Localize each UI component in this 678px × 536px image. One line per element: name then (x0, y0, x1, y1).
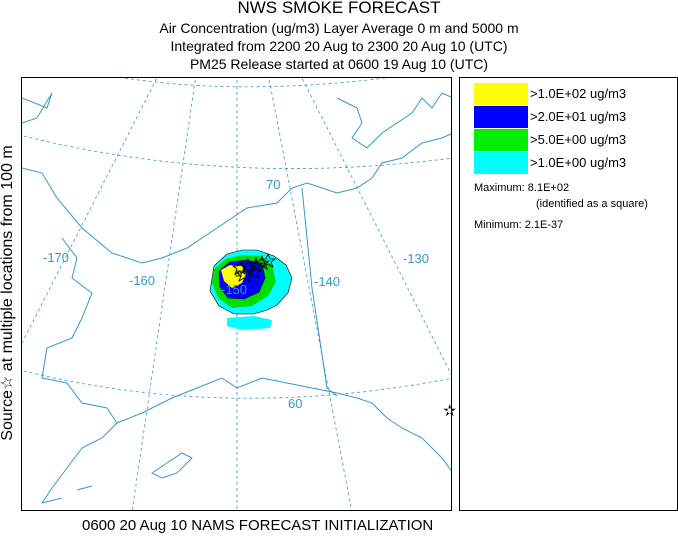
lon-label-140: -140 (314, 274, 340, 289)
star-icon (245, 263, 263, 279)
forecast-initialization-footer: 0600 20 Aug 10 NAMS FORECAST INITIALIZAT… (82, 517, 434, 534)
legend-entry: >1.0E+02 ug/m3 (474, 83, 674, 105)
legend-swatch (474, 129, 528, 151)
forecast-subtitle-concentration: Air Concentration (ug/m3) Layer Average … (159, 20, 519, 36)
maximum-square-marker (235, 270, 242, 277)
lat-label-70: 70 (266, 177, 280, 192)
legend-entry: >2.0E+01 ug/m3 (474, 106, 674, 128)
alaska-south-coast (116, 377, 451, 472)
legend-entry: >1.0E+00 ug/m3 (474, 152, 674, 174)
grid-labels: 70 60 -170 -160 -150 -140 -130 (43, 177, 429, 411)
alaska-north-coast (22, 133, 451, 264)
star-icon (239, 257, 257, 273)
legend-entry: >5.0E+00 ug/m3 (474, 129, 674, 151)
lon-label-160: -160 (129, 273, 155, 288)
alaska-west-coast (41, 237, 118, 504)
legend-maximum: Maximum: 8.1E+02 (474, 182, 570, 194)
arctic-islands-coast (336, 92, 451, 149)
latitude-line-80 (121, 78, 389, 88)
latitude-line-70 (22, 135, 451, 169)
coastlines (22, 92, 451, 504)
star-icon (259, 252, 277, 268)
longitude-line-160 (131, 78, 196, 510)
lon-label-170: -170 (43, 250, 69, 265)
legend-minimum: Minimum: 2.1E-37 (474, 219, 564, 231)
legend-label: >1.0E+00 ug/m3 (530, 155, 627, 170)
source-side-label: Source☆ at multiple locations from 100 m (0, 145, 16, 441)
legend-label: >2.0E+01 ug/m3 (530, 109, 627, 124)
chukotka-coast (22, 92, 53, 124)
plume-contour-level1-tail (227, 316, 272, 330)
forecast-subtitle-release: PM25 Release started at 0600 19 Aug 10 (… (189, 56, 489, 72)
plume-contour-lines (209, 249, 293, 315)
star-icon (235, 266, 253, 282)
legend-label: >1.0E+02 ug/m3 (530, 86, 627, 101)
forecast-subtitle-integration: Integrated from 2200 20 Aug to 2300 20 A… (170, 38, 508, 54)
legend-swatch (474, 83, 528, 105)
legend-swatch (474, 152, 528, 174)
canada-border (301, 187, 338, 397)
lon-label-130: -130 (403, 251, 429, 266)
smoke-map: 70 60 -170 -160 -150 -140 -130 (21, 77, 452, 511)
star-icon (253, 254, 271, 270)
kodiak-coast (151, 452, 193, 479)
lat-label-60: 60 (288, 396, 302, 411)
aleutian-islands (41, 485, 93, 504)
star-icon: ✫ (443, 403, 457, 420)
legend: >1.0E+02 ug/m3 >2.0E+01 ug/m3 >5.0E+00 u… (459, 77, 678, 511)
source-markers (231, 252, 277, 282)
latitude-line-60 (22, 370, 451, 399)
legend-maximum-note: (identified as a square) (536, 198, 648, 210)
legend-label: >5.0E+00 ug/m3 (530, 132, 627, 147)
longitude-line-170 (22, 78, 158, 344)
longitude-line-130 (301, 78, 451, 375)
legend-swatch (474, 106, 528, 128)
map-canvas: 70 60 -170 -160 -150 -140 -130 (22, 78, 451, 510)
lon-label-150: -150 (221, 282, 247, 297)
forecast-title: NWS SMOKE FORECAST (237, 0, 441, 17)
star-icon (247, 256, 265, 272)
